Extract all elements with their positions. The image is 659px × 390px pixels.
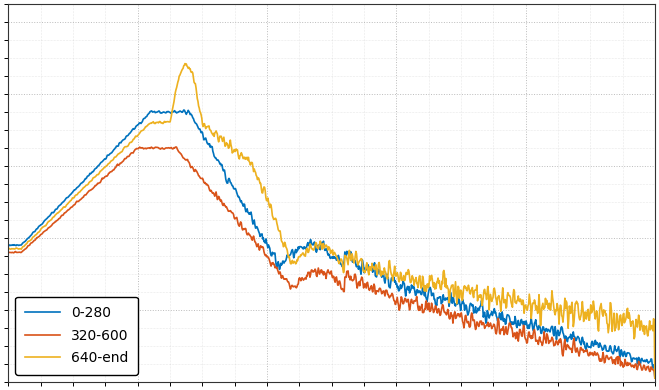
Line: 640-end: 640-end: [9, 64, 655, 378]
640-end: [266, 202, 274, 206]
640-end: [509, 292, 517, 297]
320-600: [651, 376, 659, 380]
640-end: [71, 195, 78, 200]
0-280: [266, 251, 274, 255]
320-600: [290, 284, 298, 289]
0-280: [180, 108, 188, 112]
Line: 0-280: 0-280: [9, 110, 655, 378]
0-280: [290, 255, 298, 260]
640-end: [290, 260, 298, 265]
0-280: [71, 188, 78, 192]
0-280: [449, 295, 457, 300]
640-end: [521, 306, 529, 310]
0-280: [521, 323, 529, 327]
Legend: 0-280, 320-600, 640-end: 0-280, 320-600, 640-end: [15, 297, 138, 375]
320-600: [71, 202, 78, 207]
320-600: [449, 321, 457, 326]
640-end: [449, 282, 457, 287]
320-600: [266, 261, 274, 266]
0-280: [5, 242, 13, 246]
640-end: [181, 61, 189, 66]
320-600: [509, 335, 517, 339]
320-600: [172, 145, 180, 149]
320-600: [5, 250, 13, 255]
640-end: [651, 376, 659, 380]
320-600: [521, 334, 529, 339]
0-280: [509, 322, 517, 327]
Line: 320-600: 320-600: [9, 147, 655, 378]
0-280: [651, 376, 659, 380]
640-end: [5, 245, 13, 250]
